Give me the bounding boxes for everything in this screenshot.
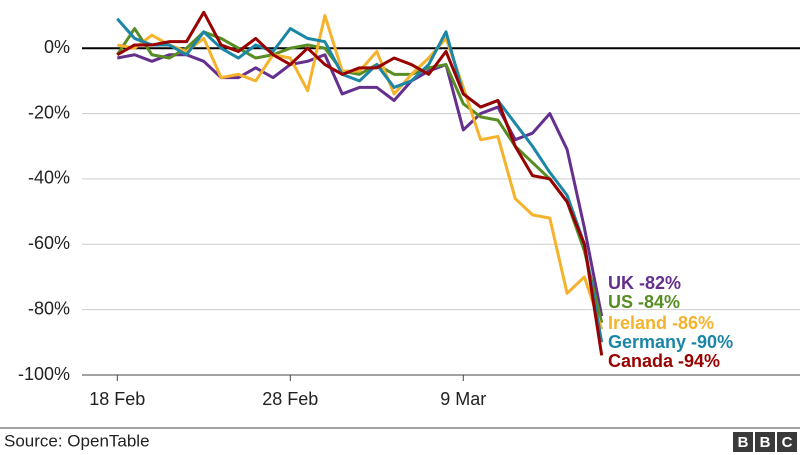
series-label: Germany -90% — [608, 332, 733, 352]
series-name: UK — [608, 273, 634, 293]
value-label: -94% — [678, 351, 720, 371]
logo-box — [755, 432, 775, 452]
y-tick-label: -80% — [28, 298, 70, 318]
value-label: -86% — [672, 313, 714, 333]
series-label: UK -82% — [608, 273, 681, 293]
series-label: Canada -94% — [608, 351, 720, 371]
series-name: Canada — [608, 351, 674, 371]
series-label: US -84% — [608, 292, 680, 312]
series-label: Ireland -86% — [608, 313, 714, 333]
series-name: Germany — [608, 332, 686, 352]
line — [116, 10, 604, 356]
y-tick-label: 0% — [44, 37, 70, 57]
logo-letter: C — [782, 434, 793, 451]
value-label: -90% — [691, 332, 733, 352]
logo-letter: B — [760, 434, 771, 451]
y-tick-label: -40% — [28, 168, 70, 188]
y-tick-label: -60% — [28, 233, 70, 253]
x-tick-label: 28 Feb — [262, 389, 318, 409]
y-tick-label: -100% — [18, 364, 70, 384]
logo-box — [777, 432, 797, 452]
value-label: -84% — [638, 292, 680, 312]
series-name: US — [608, 292, 633, 312]
value-label: -82% — [639, 273, 681, 293]
y-tick-label: -20% — [28, 102, 70, 122]
line — [117, 14, 604, 330]
line — [116, 17, 604, 343]
x-tick-label: 9 Mar — [440, 389, 486, 409]
source: Source: OpenTable — [4, 431, 150, 450]
x-tick-label: 18 Feb — [89, 389, 145, 409]
line — [117, 53, 604, 317]
line — [116, 27, 604, 324]
logo-letter: B — [738, 434, 749, 451]
series-name: Ireland — [608, 313, 667, 333]
logo-box — [733, 432, 753, 452]
